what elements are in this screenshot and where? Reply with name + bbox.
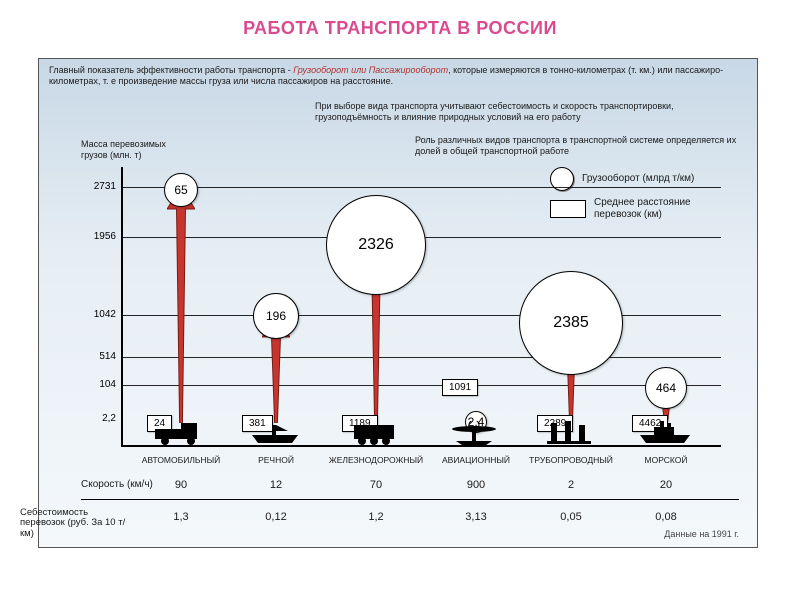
speed-value: 2 [568,479,574,491]
note-1: При выборе вида транспорта учитывают себ… [315,101,745,124]
turnover-bubble: 65 [164,173,198,207]
category-label: ЖЕЛЕЗНОДОРОЖНЫЙ [329,455,423,465]
speed-row-label: Скорость (км/ч) [81,479,153,490]
turnover-bubble: 196 [253,293,299,339]
pipe-icon [543,421,599,445]
y-tick-label: 514 [81,351,116,362]
intro-em: Грузооборот или Пассажирооборот [293,65,448,75]
chart-frame: Главный показатель эффективности работы … [38,58,758,548]
speed-value: 90 [175,479,187,491]
y-tick-label: 2731 [81,181,116,192]
speed-value: 12 [270,479,282,491]
rail-icon [348,421,404,445]
cost-value: 1,3 [173,511,188,523]
intro-text: Главный показатель эффективности работы … [49,65,747,88]
transport-sea: 4644462МОРСКОЙ [626,167,706,447]
turnover-bubble: 2385 [519,271,623,375]
y-tick-label: 104 [81,379,116,390]
transport-air: 2,41091АВИАЦИОННЫЙ [436,167,516,447]
speed-value: 70 [370,479,382,491]
separator-line [81,499,739,500]
y-tick-label: 1956 [81,231,116,242]
cost-value: 0,12 [265,511,286,523]
speed-value: 20 [660,479,672,491]
cost-value: 3,13 [465,511,486,523]
cost-value: 0,05 [560,511,581,523]
y-axis-title: Масса перевозимых грузов (млн. т) [81,139,171,161]
transport-pipe: 23852289ТРУБОПРОВОДНЫЙ [531,167,611,447]
transport-rail: 23261189ЖЕЛЕЗНОДОРОЖНЫЙ [336,167,416,447]
category-label: МОРСКОЙ [645,455,688,465]
turnover-bubble: 464 [645,367,687,409]
auto-icon [153,421,209,445]
category-label: АВТОМОБИЛЬНЫЙ [142,455,221,465]
y-axis [121,167,123,447]
air-icon [448,421,504,445]
category-label: АВИАЦИОННЫЙ [442,455,510,465]
turnover-bubble: 2326 [326,195,426,295]
cost-value: 0,08 [655,511,676,523]
category-label: ТРУБОПРОВОДНЫЙ [529,455,613,465]
intro-pre: Главный показатель эффективности работы … [49,65,293,75]
cost-row-label: Себестоимость перевозок (руб. За 10 т/км… [20,508,130,539]
y-tick-label: 1042 [81,309,116,320]
chart-area: 2731195610425141042,2 6524АВТОМОБИЛЬНЫЙ … [81,167,721,447]
main-title: РАБОТА ТРАНСПОРТА В РОССИИ [0,18,800,39]
speed-value: 900 [467,479,485,491]
y-tick-label: 2,2 [81,413,116,424]
river-icon [248,421,304,445]
distance-box: 1091 [442,379,478,396]
transport-auto: 6524АВТОМОБИЛЬНЫЙ [141,167,221,447]
transport-river: 196381РЕЧНОЙ [236,167,316,447]
sea-icon [638,421,694,445]
note-2: Роль различных видов транспорта в трансп… [415,135,745,158]
mass-arrow [167,187,195,423]
category-label: РЕЧНОЙ [258,455,294,465]
cost-value: 1,2 [368,511,383,523]
footnote: Данные на 1991 г. [664,529,739,539]
